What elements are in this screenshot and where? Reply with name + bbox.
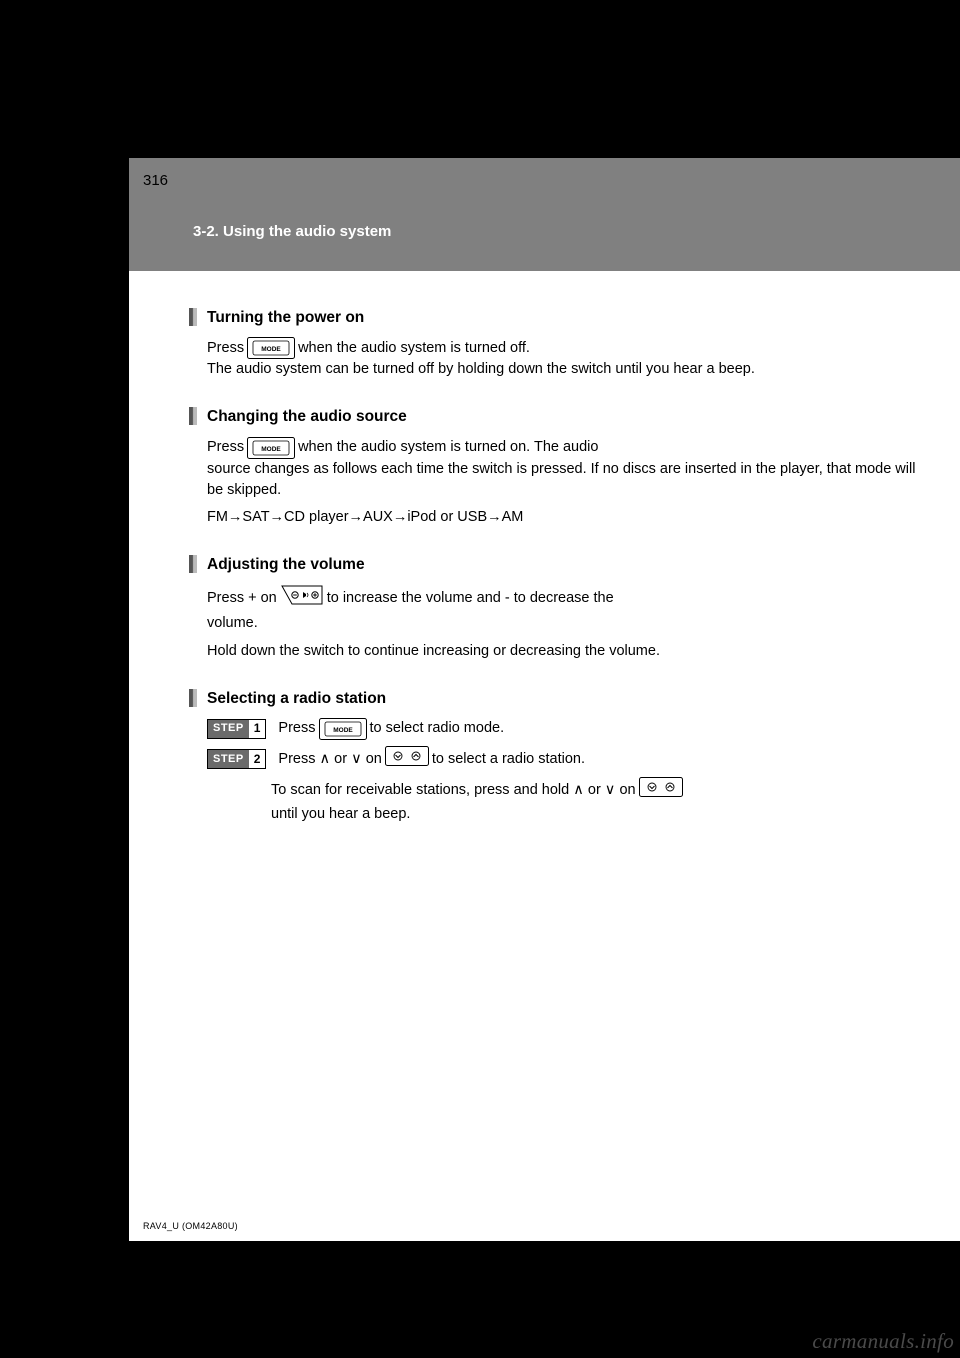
block-radio: Selecting a radio station STEP 1 Press M… [189, 688, 920, 826]
heading-row: Selecting a radio station [189, 688, 920, 710]
mode-sequence: FM→SAT→CD player→AUX→iPod or USB→AM [207, 507, 920, 528]
heading-source: Changing the audio source [207, 406, 407, 428]
step-label: STEP [208, 750, 249, 768]
up-down-rocker-icon [385, 746, 429, 773]
text: to increase the volume and - to decrease… [327, 588, 614, 609]
section-title: 3-2. Using the audio system [193, 223, 391, 240]
step-badge: STEP 1 [207, 719, 266, 739]
manual-page: 316 3-2. Using the audio system Turning … [129, 158, 960, 1241]
heading-row: Turning the power on [189, 307, 920, 329]
text: until you hear a beep. [271, 804, 920, 825]
svg-text:MODE: MODE [333, 727, 353, 734]
text: Press [207, 437, 244, 458]
block-volume: Adjusting the volume Press + on [189, 554, 920, 662]
text: Press + on [207, 588, 277, 609]
svg-text:MODE: MODE [261, 346, 281, 353]
body-text: Press MODE when the audio system is turn… [207, 437, 920, 528]
text: when the audio system is turned on. The … [298, 437, 598, 458]
step-label: STEP [208, 720, 249, 738]
block-source: Changing the audio source Press MODE whe… [189, 406, 920, 528]
page-content: Turning the power on Press MODE when the… [129, 271, 960, 825]
body-text: Press + on to increase [207, 584, 920, 661]
text: source changes as follows each time the … [207, 459, 920, 501]
page-header: 316 3-2. Using the audio system [129, 158, 960, 271]
sub-text: To scan for receivable stations, press a… [271, 777, 920, 825]
text: to select a radio station. [432, 749, 585, 770]
text: Press ∧ or ∨ on [278, 749, 381, 770]
step-number: 2 [249, 750, 266, 768]
svg-text:MODE: MODE [261, 446, 281, 453]
heading-row: Changing the audio source [189, 406, 920, 428]
text: volume. [207, 613, 920, 634]
body-text: Press MODE when the audio system is turn… [207, 337, 920, 380]
mode-button-icon: MODE [247, 337, 295, 359]
up-down-rocker-icon [639, 777, 683, 804]
text: Press [207, 338, 244, 359]
heading-radio: Selecting a radio station [207, 688, 386, 710]
footer-code: RAV4_U (OM42A80U) [143, 1221, 238, 1231]
step-badge: STEP 2 [207, 749, 266, 769]
volume-rocker-icon [280, 584, 324, 613]
step-number: 1 [249, 720, 266, 738]
text: when the audio system is turned off. [298, 338, 530, 359]
watermark: carmanuals.info [812, 1329, 954, 1354]
mode-button-icon: MODE [319, 718, 367, 740]
heading-power: Turning the power on [207, 307, 364, 329]
text: Press [278, 718, 315, 739]
text: The audio system can be turned off by ho… [207, 359, 920, 380]
text: To scan for receivable stations, press a… [271, 780, 636, 801]
heading-row: Adjusting the volume [189, 554, 920, 576]
heading-marker-icon [189, 555, 197, 573]
heading-volume: Adjusting the volume [207, 554, 365, 576]
heading-marker-icon [189, 407, 197, 425]
text: to select radio mode. [370, 718, 505, 739]
heading-marker-icon [189, 308, 197, 326]
step-row-1: STEP 1 Press MODE to select radio mode. [207, 718, 920, 740]
text: Hold down the switch to continue increas… [207, 641, 920, 662]
block-power: Turning the power on Press MODE when the… [189, 307, 920, 380]
mode-button-icon: MODE [247, 437, 295, 459]
heading-marker-icon [189, 689, 197, 707]
page-number: 316 [143, 172, 168, 189]
step-row-2: STEP 2 Press ∧ or ∨ on to select a radio… [207, 746, 920, 773]
